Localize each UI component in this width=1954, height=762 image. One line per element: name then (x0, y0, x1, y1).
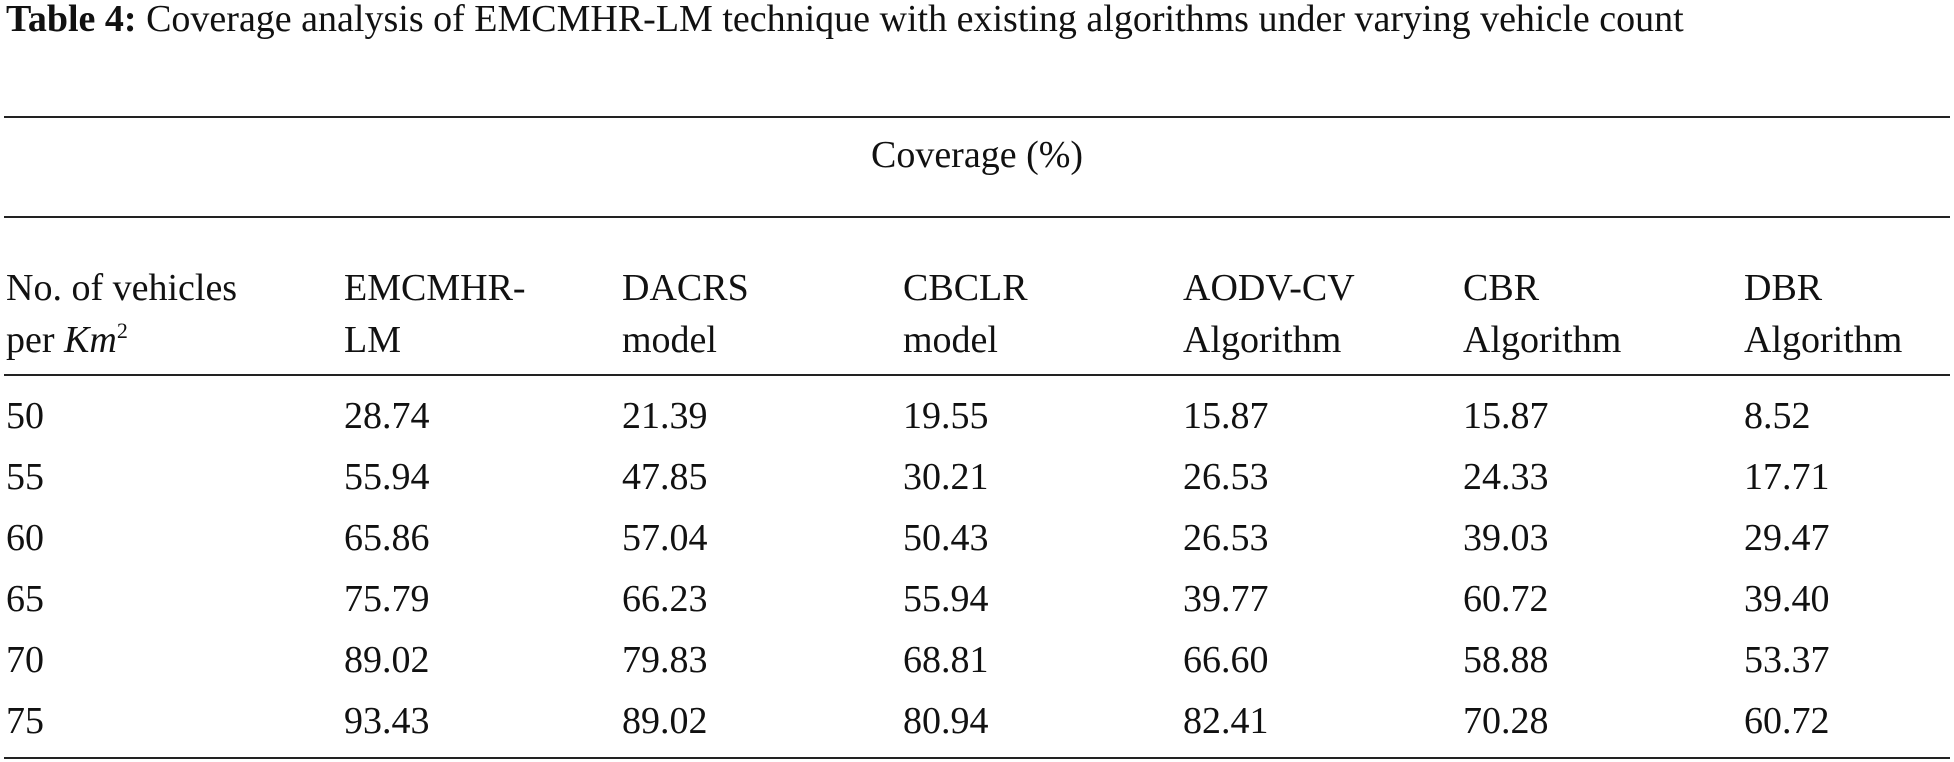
table-caption-label: Table 4: (6, 0, 137, 40)
table-cell: 28.74 (344, 395, 430, 437)
column-header-line2: Algorithm (1183, 319, 1342, 361)
column-header-cbr-algorithm: CBR Algorithm (1463, 262, 1621, 366)
table-cell: 55.94 (344, 456, 430, 498)
column-header-line1: CBCLR (903, 267, 1028, 309)
table-cell: 89.02 (344, 639, 430, 681)
table-cell: 93.43 (344, 700, 430, 742)
table-row: 60 65.86 57.04 50.43 26.53 39.03 29.47 (0, 508, 1954, 569)
column-header-line1: EMCMHR- (344, 267, 526, 309)
table-cell-vehicles: 55 (6, 456, 44, 498)
table-cell: 89.02 (622, 700, 708, 742)
table-cell-vehicles: 65 (6, 578, 44, 620)
table-cell: 39.77 (1183, 578, 1269, 620)
column-header-line1: DBR (1744, 267, 1823, 309)
table-cell: 21.39 (622, 395, 708, 437)
table-cell: 50.43 (903, 517, 989, 559)
table-cell: 79.83 (622, 639, 708, 681)
table-cell: 58.88 (1463, 639, 1549, 681)
table-cell: 30.21 (903, 456, 989, 498)
table-cell: 80.94 (903, 700, 989, 742)
table-cell: 15.87 (1463, 395, 1549, 437)
table-cell: 53.37 (1744, 639, 1830, 681)
group-header-rule (4, 216, 1950, 218)
table-caption-text: Coverage analysis of EMCMHR-LM technique… (136, 0, 1684, 40)
column-header-line2: model (622, 319, 717, 361)
column-header-emcmhr-lm: EMCMHR- LM (344, 262, 526, 366)
column-header-aodv-cv-algorithm: AODV-CV Algorithm (1183, 262, 1355, 366)
column-header-line2: LM (344, 319, 401, 361)
table-row: 50 28.74 21.39 19.55 15.87 15.87 8.52 (0, 386, 1954, 447)
column-header-line2: model (903, 319, 998, 361)
column-header-cbclr-model: CBCLR model (903, 262, 1028, 366)
column-header-line2: Algorithm (1744, 319, 1903, 361)
table-cell-vehicles: 50 (6, 395, 44, 437)
table-cell: 19.55 (903, 395, 989, 437)
table-cell: 26.53 (1183, 456, 1269, 498)
table-cell: 39.03 (1463, 517, 1549, 559)
table-cell: 66.60 (1183, 639, 1269, 681)
table-cell: 47.85 (622, 456, 708, 498)
table-cell: 39.40 (1744, 578, 1830, 620)
table-cell: 57.04 (622, 517, 708, 559)
table-cell-vehicles: 75 (6, 700, 44, 742)
column-header-vehicles-line1: No. of vehicles (6, 267, 238, 309)
table-row: 70 89.02 79.83 68.81 66.60 58.88 53.37 (0, 630, 1954, 691)
table-row: 55 55.94 47.85 30.21 26.53 24.33 17.71 (0, 447, 1954, 508)
table-cell: 60.72 (1463, 578, 1549, 620)
column-header-line1: AODV-CV (1183, 267, 1355, 309)
column-header-vehicles-unit: Km (64, 319, 117, 361)
table-top-rule (4, 116, 1950, 118)
table-cell: 75.79 (344, 578, 430, 620)
column-header-line2: Algorithm (1463, 319, 1622, 361)
table-cell: 60.72 (1744, 700, 1830, 742)
table-cell: 8.52 (1744, 395, 1811, 437)
table-row: 75 93.43 89.02 80.94 82.41 70.28 60.72 (0, 691, 1954, 752)
column-header-vehicles-line2: per Km2 (6, 314, 237, 366)
table-cell: 66.23 (622, 578, 708, 620)
column-header-line1: CBR (1463, 267, 1540, 309)
table-cell: 17.71 (1744, 456, 1830, 498)
table-row: 65 75.79 66.23 55.94 39.77 60.72 39.40 (0, 569, 1954, 630)
table-cell: 65.86 (344, 517, 430, 559)
column-header-vehicles: No. of vehicles per Km2 (6, 262, 237, 366)
table-cell: 82.41 (1183, 700, 1269, 742)
table-cell: 55.94 (903, 578, 989, 620)
column-header-rule (4, 374, 1950, 376)
group-header-coverage: Coverage (%) (870, 134, 1084, 176)
column-header-dbr-algorithm: DBR Algorithm (1744, 262, 1902, 366)
column-header-vehicles-prefix: per (6, 319, 65, 361)
table-cell: 68.81 (903, 639, 989, 681)
column-header-line1: DACRS (622, 267, 749, 309)
table-cell: 15.87 (1183, 395, 1269, 437)
table-cell: 26.53 (1183, 517, 1269, 559)
table-caption: Table 4: Coverage analysis of EMCMHR-LM … (6, 0, 1950, 42)
table-bottom-rule (4, 757, 1950, 759)
table-cell-vehicles: 60 (6, 517, 44, 559)
column-header-dacrs-model: DACRS model (622, 262, 749, 366)
table-cell: 70.28 (1463, 700, 1549, 742)
table-cell-vehicles: 70 (6, 639, 44, 681)
column-header-vehicles-exponent: 2 (116, 318, 128, 343)
table-cell: 29.47 (1744, 517, 1830, 559)
table-cell: 24.33 (1463, 456, 1549, 498)
